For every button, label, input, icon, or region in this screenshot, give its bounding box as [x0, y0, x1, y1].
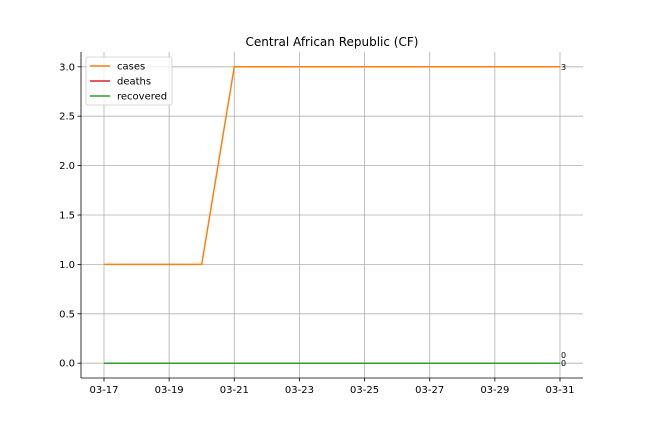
y-tick-label: 2.5	[59, 112, 75, 123]
series-line-cases	[104, 66, 560, 266]
end-label-recovered: 0	[561, 359, 566, 368]
x-tick-label: 03-25	[350, 385, 379, 396]
legend-box	[85, 56, 173, 106]
legend-entry-recovered: recovered	[117, 92, 167, 103]
legend-entry-deaths: deaths	[117, 77, 151, 88]
x-tick-label: 03-29	[480, 385, 509, 396]
y-tick-label: 1.0	[59, 260, 75, 271]
y-tick-label: 1.5	[59, 211, 75, 222]
end-label-cases: 3	[561, 63, 566, 72]
end-labels: 3 00	[561, 63, 566, 368]
legend: cases deaths recovered	[85, 56, 173, 106]
legend-entry-cases: cases	[117, 62, 145, 73]
x-tick-label: 03-19	[155, 385, 184, 396]
series-lines	[104, 66, 560, 364]
y-tick-label: 0.0	[59, 359, 75, 370]
chart-title: Central African Republic (CF)	[246, 35, 419, 49]
x-tick-label: 03-31	[545, 385, 574, 396]
x-tick-label: 03-21	[220, 385, 249, 396]
y-tick-label: 3.0	[59, 62, 75, 73]
x-tick-label: 03-23	[285, 385, 314, 396]
y-tick-label: 0.5	[59, 309, 75, 320]
axes: 0.0 0.5 1.0 1.5 2.0 2.5 3.0 03-17 03-19 03-21 03-2…	[59, 52, 583, 396]
x-tick-label: 03-17	[89, 385, 118, 396]
x-tick-label: 03-27	[415, 385, 444, 396]
y-tick-label: 2.0	[59, 161, 75, 172]
grid	[81, 52, 583, 378]
end-label-deaths: 0	[561, 351, 566, 360]
